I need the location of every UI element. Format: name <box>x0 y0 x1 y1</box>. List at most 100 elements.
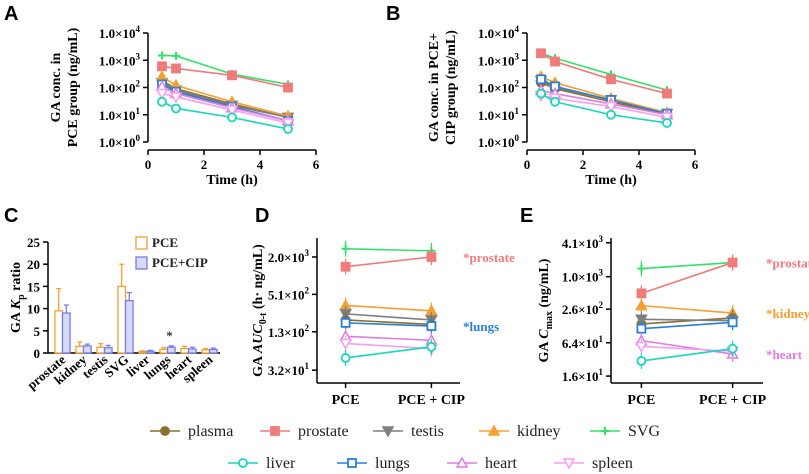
data-point <box>169 92 183 104</box>
legend-item-liver: liver <box>228 455 296 472</box>
series-line <box>540 92 668 124</box>
y-tick-label: 5.1×102 <box>268 285 310 302</box>
legend-item-lungs: lungs <box>337 455 410 472</box>
series-kidney <box>339 297 438 319</box>
panel-label: D <box>255 205 269 227</box>
panel-B: B 1.0×104 1.0×103 1.0×102 1.0×101 1.0×100 0 2 4 6… <box>386 3 699 188</box>
x-tick-label: 6 <box>692 157 699 172</box>
y-tick-label: 10 <box>27 302 40 317</box>
y-tick-label: 1.0×103 <box>99 51 141 68</box>
series-liver <box>340 338 437 366</box>
data-point <box>426 252 437 262</box>
y-tick-label: 1.0×103 <box>478 51 520 68</box>
bar-PCE+CIP-SVG <box>124 299 134 354</box>
data-point <box>341 244 350 253</box>
data-point <box>340 353 351 363</box>
y-tick-label: 1.6×101 <box>562 367 604 384</box>
data-point <box>155 70 169 82</box>
y-tick-label: 25 <box>27 235 41 250</box>
series-line <box>345 247 432 252</box>
data-point <box>606 74 616 85</box>
legend-label: testis <box>411 423 444 440</box>
legend-marker <box>160 426 170 436</box>
y-tick-label: 1.0×102 <box>478 79 520 96</box>
series-line <box>641 321 733 330</box>
data-point <box>662 88 672 99</box>
series-liver <box>536 88 672 128</box>
significance-mark: * <box>166 328 173 343</box>
data-point <box>158 51 166 60</box>
panel-A: A 1.0×104 1.0×103 1.0×102 1.0×101 1.0×100 0 2 4 6… <box>4 3 320 188</box>
legend-item-testis: testis <box>373 423 444 440</box>
data-point <box>340 261 351 272</box>
y-tick-label: 4.1×103 <box>562 234 604 251</box>
data-point <box>662 118 672 128</box>
legend-label: plasma <box>188 423 233 440</box>
data-point <box>604 101 618 114</box>
series-line <box>161 65 289 89</box>
bar-PCE+CIP-lungs <box>166 346 176 354</box>
legend-label: kidney <box>517 423 561 440</box>
series-line <box>345 256 432 268</box>
legend-marker <box>487 424 501 436</box>
y-tick-label: 1.0×101 <box>99 106 141 123</box>
bar-PCE+CIP-spleen <box>208 348 218 354</box>
data-point <box>636 356 647 366</box>
legend-item-kidney: kidney <box>479 423 561 440</box>
x-axis-title: Time (h) <box>585 173 637 188</box>
x-tick-label: PCE + CIP <box>699 393 767 408</box>
data-point <box>550 56 560 67</box>
y-tick-label: 1.0×100 <box>478 133 520 150</box>
data-point <box>227 112 237 123</box>
series-line <box>345 335 432 342</box>
data-point <box>157 96 167 107</box>
data-point <box>536 48 546 59</box>
x-tick-label: 0 <box>524 157 531 172</box>
series-line <box>540 52 668 95</box>
series-line <box>161 75 289 117</box>
series-line <box>161 92 289 124</box>
panel-label: E <box>520 205 533 227</box>
data-point <box>426 321 437 331</box>
legend-label: lungs <box>375 455 410 472</box>
x-tick-label: 6 <box>313 157 320 172</box>
legend-label: SVG <box>628 423 660 440</box>
data-point <box>550 96 560 107</box>
bar-PCE+CIP-prostate <box>61 312 71 354</box>
data-point <box>727 343 738 354</box>
data-point <box>283 82 293 93</box>
y-tick-label: 3.2×101 <box>268 361 310 378</box>
legend-marker <box>347 458 357 468</box>
series-line <box>641 261 733 270</box>
y-tick-label: 1.0×102 <box>99 79 141 96</box>
x-tick-label: PCE <box>627 393 655 408</box>
bar-PCE+CIP-heart <box>187 348 197 354</box>
legend-item-prostate: prostate <box>260 423 349 440</box>
data-point <box>536 88 546 99</box>
y-tick-label: 6.4×101 <box>562 334 604 351</box>
legend-label: PCE+CIP <box>152 255 208 270</box>
series-line <box>641 304 733 314</box>
y-tick-label: 1.0×103 <box>562 268 604 285</box>
legend-swatch <box>135 256 148 270</box>
legend-label: PCE <box>152 235 178 250</box>
data-point <box>426 341 437 352</box>
legend-label: prostate <box>298 423 349 440</box>
legend-marker <box>270 426 280 436</box>
legend-item-SVG: SVG <box>590 423 660 440</box>
series-line <box>161 101 289 130</box>
x-tick-label: 2 <box>201 157 208 172</box>
legend-label: liver <box>266 455 296 472</box>
x-tick-label: 0 <box>145 157 152 172</box>
series-line <box>641 261 733 295</box>
data-point <box>172 51 180 60</box>
legend-marker <box>381 426 395 438</box>
series-line <box>540 89 668 116</box>
data-point <box>281 118 295 130</box>
legend-marker <box>562 458 576 470</box>
series-SVG <box>341 240 436 259</box>
series-lungs <box>340 314 437 335</box>
y-tick-label: 2.0×103 <box>268 248 310 265</box>
series-line <box>641 347 733 362</box>
